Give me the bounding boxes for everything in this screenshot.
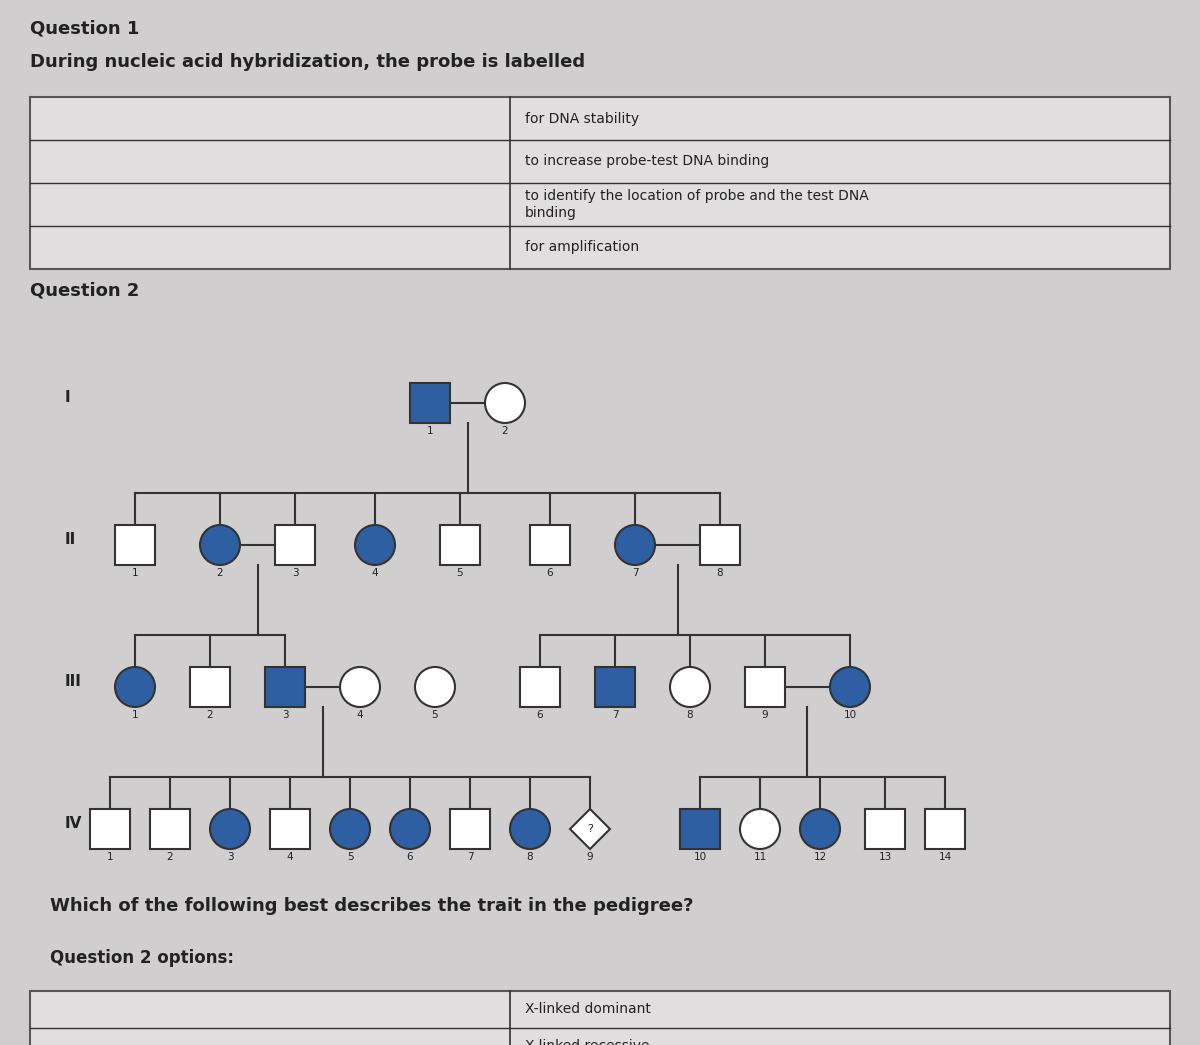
Circle shape [510,809,550,849]
Text: 4: 4 [287,852,293,862]
Text: 7: 7 [612,710,618,720]
Circle shape [800,809,840,849]
Circle shape [616,525,655,565]
Text: 10: 10 [694,852,707,862]
Text: 3: 3 [282,710,288,720]
Polygon shape [570,809,610,849]
Text: I: I [65,391,71,405]
Circle shape [415,667,455,707]
Circle shape [485,384,526,423]
FancyBboxPatch shape [410,384,450,423]
Text: 8: 8 [716,568,724,578]
Text: 6: 6 [536,710,544,720]
Text: 9: 9 [762,710,768,720]
FancyBboxPatch shape [595,667,635,707]
Text: 1: 1 [132,568,138,578]
FancyBboxPatch shape [190,667,230,707]
Text: 4: 4 [356,710,364,720]
Text: 5: 5 [432,710,438,720]
Text: 12: 12 [814,852,827,862]
FancyBboxPatch shape [925,809,965,849]
Circle shape [115,667,155,707]
Circle shape [830,667,870,707]
Text: Question 2: Question 2 [30,281,139,299]
Text: 3: 3 [292,568,299,578]
Circle shape [390,809,430,849]
Text: 13: 13 [878,852,892,862]
FancyBboxPatch shape [440,525,480,565]
Text: for DNA stability: for DNA stability [526,112,640,125]
Text: 2: 2 [167,852,173,862]
FancyBboxPatch shape [450,809,490,849]
Text: IV: IV [65,816,83,832]
Text: 10: 10 [844,710,857,720]
Text: X-linked recessive: X-linked recessive [526,1040,649,1045]
FancyBboxPatch shape [90,809,130,849]
Text: 11: 11 [754,852,767,862]
Text: 7: 7 [631,568,638,578]
FancyBboxPatch shape [150,809,190,849]
Circle shape [340,667,380,707]
FancyBboxPatch shape [275,525,314,565]
FancyBboxPatch shape [700,525,740,565]
Text: Question 2 options:: Question 2 options: [50,949,234,967]
Text: Which of the following best describes the trait in the pedigree?: Which of the following best describes th… [50,897,694,915]
Text: II: II [65,533,77,548]
Circle shape [200,525,240,565]
Circle shape [355,525,395,565]
Text: 7: 7 [467,852,473,862]
FancyBboxPatch shape [520,667,560,707]
FancyBboxPatch shape [30,97,1170,269]
Text: 2: 2 [217,568,223,578]
Text: for amplification: for amplification [526,240,640,255]
FancyBboxPatch shape [30,991,1170,1045]
FancyBboxPatch shape [680,809,720,849]
Text: 5: 5 [457,568,463,578]
Circle shape [210,809,250,849]
FancyBboxPatch shape [530,525,570,565]
Text: Question 1: Question 1 [30,20,139,38]
Circle shape [740,809,780,849]
Text: III: III [65,674,82,690]
Text: 6: 6 [407,852,413,862]
Text: X-linked dominant: X-linked dominant [526,1002,650,1017]
Text: 5: 5 [347,852,353,862]
FancyBboxPatch shape [270,809,310,849]
Text: 2: 2 [502,426,509,436]
Text: 8: 8 [686,710,694,720]
FancyBboxPatch shape [865,809,905,849]
Text: ?: ? [587,825,593,834]
Text: During nucleic acid hybridization, the probe is labelled: During nucleic acid hybridization, the p… [30,53,586,71]
Text: 4: 4 [372,568,378,578]
Text: 14: 14 [938,852,952,862]
Text: 9: 9 [587,852,593,862]
Text: 3: 3 [227,852,233,862]
FancyBboxPatch shape [745,667,785,707]
Text: 1: 1 [427,426,433,436]
Text: 1: 1 [107,852,113,862]
Text: 1: 1 [132,710,138,720]
FancyBboxPatch shape [265,667,305,707]
FancyBboxPatch shape [115,525,155,565]
Text: to identify the location of probe and the test DNA
binding: to identify the location of probe and th… [526,189,869,219]
Text: 6: 6 [547,568,553,578]
Text: 8: 8 [527,852,533,862]
Text: 2: 2 [206,710,214,720]
Circle shape [670,667,710,707]
Circle shape [330,809,370,849]
Text: to increase probe-test DNA binding: to increase probe-test DNA binding [526,155,769,168]
